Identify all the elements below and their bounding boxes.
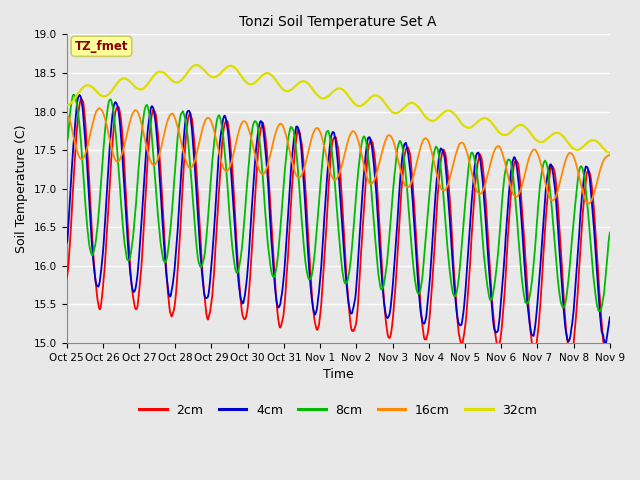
Title: Tonzi Soil Temperature Set A: Tonzi Soil Temperature Set A (239, 15, 437, 29)
4cm (76, 92, 83, 98)
4cm (72, 107, 80, 113)
2cm (421, 336, 429, 342)
4cm (63, 240, 70, 246)
16cm (184, 164, 192, 169)
2cm (72, 132, 80, 138)
2cm (606, 342, 614, 348)
4cm (129, 288, 137, 294)
2cm (213, 221, 221, 227)
16cm (129, 110, 137, 116)
Legend: 2cm, 4cm, 8cm, 16cm, 32cm: 2cm, 4cm, 8cm, 16cm, 32cm (134, 399, 543, 421)
4cm (421, 320, 429, 325)
X-axis label: Time: Time (323, 368, 354, 381)
2cm (129, 294, 137, 300)
2cm (184, 115, 192, 120)
16cm (72, 146, 80, 152)
8cm (421, 247, 429, 253)
4cm (602, 340, 609, 346)
Text: TZ_fmet: TZ_fmet (75, 40, 128, 53)
4cm (405, 157, 413, 163)
8cm (73, 103, 81, 108)
8cm (405, 210, 413, 216)
2cm (78, 96, 86, 102)
8cm (129, 234, 137, 240)
8cm (595, 308, 602, 314)
8cm (63, 139, 70, 145)
32cm (421, 113, 429, 119)
Line: 4cm: 4cm (67, 95, 610, 343)
32cm (72, 93, 80, 99)
16cm (421, 136, 429, 142)
32cm (606, 150, 614, 156)
32cm (213, 73, 221, 79)
Line: 16cm: 16cm (67, 108, 610, 204)
8cm (184, 139, 192, 144)
16cm (584, 201, 592, 206)
8cm (606, 230, 614, 236)
Line: 8cm: 8cm (67, 95, 610, 311)
32cm (129, 81, 136, 87)
16cm (63, 112, 70, 118)
8cm (213, 118, 221, 123)
16cm (213, 140, 221, 145)
Line: 32cm: 32cm (67, 65, 610, 153)
4cm (606, 314, 614, 320)
32cm (405, 101, 413, 107)
4cm (184, 108, 192, 114)
16cm (95, 106, 103, 111)
16cm (606, 153, 614, 158)
2cm (405, 147, 413, 153)
4cm (213, 181, 221, 187)
Line: 2cm: 2cm (67, 99, 610, 357)
32cm (192, 62, 200, 68)
2cm (63, 276, 70, 281)
32cm (63, 103, 70, 108)
2cm (604, 354, 611, 360)
16cm (405, 184, 413, 190)
8cm (70, 92, 77, 97)
32cm (184, 70, 191, 75)
Y-axis label: Soil Temperature (C): Soil Temperature (C) (15, 124, 28, 253)
